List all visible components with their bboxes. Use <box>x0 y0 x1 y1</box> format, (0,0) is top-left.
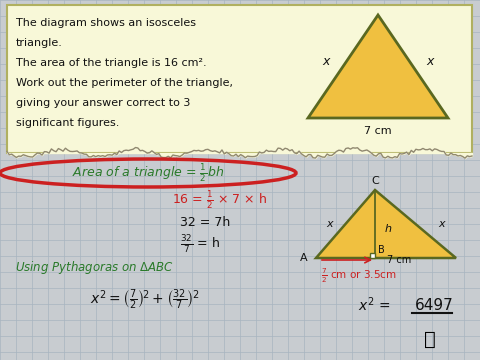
Text: $\frac{32}{7}$ = h: $\frac{32}{7}$ = h <box>180 233 220 255</box>
Text: 6497: 6497 <box>415 297 454 312</box>
Text: h: h <box>385 224 392 234</box>
Text: giving your answer correct to 3: giving your answer correct to 3 <box>16 98 191 108</box>
Text: x: x <box>439 219 445 229</box>
Text: $\frac{7}{2}$ cm or 3.5cm: $\frac{7}{2}$ cm or 3.5cm <box>321 267 396 285</box>
Text: $x^2$ =: $x^2$ = <box>358 296 392 314</box>
Text: 16 = $\frac{1}{2}$ × 7 × h: 16 = $\frac{1}{2}$ × 7 × h <box>172 189 267 211</box>
Text: 7 cm: 7 cm <box>364 126 392 136</box>
Text: B: B <box>378 245 385 255</box>
Text: $x^2 = \left(\frac{7}{2}\right)^{\!2} + \left(\frac{32}{7}\right)^{\!2}$: $x^2 = \left(\frac{7}{2}\right)^{\!2} + … <box>90 288 200 312</box>
Text: triangle.: triangle. <box>16 38 63 48</box>
Text: Work out the perimeter of the triangle,: Work out the perimeter of the triangle, <box>16 78 233 88</box>
Text: 32 = 7h: 32 = 7h <box>180 216 230 229</box>
Text: The area of the triangle is 16 cm².: The area of the triangle is 16 cm². <box>16 58 206 68</box>
Text: Area of a triangle = $\frac{1}{2}$bh: Area of a triangle = $\frac{1}{2}$bh <box>72 162 224 184</box>
Polygon shape <box>316 190 456 258</box>
Text: Using Pythagoras on $\Delta$ABC: Using Pythagoras on $\Delta$ABC <box>15 260 174 276</box>
Text: A: A <box>300 253 308 263</box>
Bar <box>370 253 375 258</box>
FancyBboxPatch shape <box>7 5 472 153</box>
Polygon shape <box>308 15 448 118</box>
Text: C: C <box>371 176 379 186</box>
Text: The diagram shows an isosceles: The diagram shows an isosceles <box>16 18 196 28</box>
Text: 7 cm: 7 cm <box>387 255 411 265</box>
Text: x: x <box>426 55 434 68</box>
Text: significant figures.: significant figures. <box>16 118 120 128</box>
Text: 👇: 👇 <box>424 330 436 349</box>
Text: x: x <box>322 55 330 68</box>
Text: x: x <box>327 219 333 229</box>
